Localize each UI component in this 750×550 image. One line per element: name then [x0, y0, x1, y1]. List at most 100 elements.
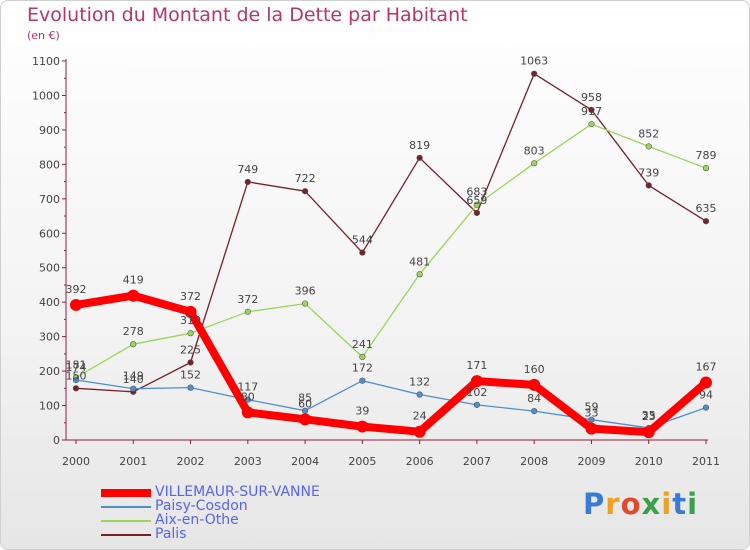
data-point-palis: [702, 218, 710, 225]
data-label-aix-en-othe: 683: [466, 186, 487, 199]
axes: 0 100 200 300 400 500 600 700 800 900 1000 1100 2000…: [32, 55, 720, 468]
legend-swatch-aix-en-othe: [101, 520, 151, 522]
x-tick-label: 2001: [119, 455, 147, 468]
y-tick-label: 600: [39, 227, 60, 240]
data-label-paisy-cosdon: 85: [298, 392, 312, 405]
data-point-palis: [72, 385, 80, 392]
data-label-villemaur-sur-vanne: 33: [584, 407, 598, 420]
data-point-paisy-cosdon: [416, 391, 423, 398]
data-label-paisy-cosdon: 59: [584, 401, 598, 414]
data-label-paisy-cosdon: 35: [642, 409, 656, 422]
x-tick-label: 2010: [635, 455, 663, 468]
series-line-villemaur-sur-vanne: [72, 291, 710, 437]
data-label-aix-en-othe: 310: [180, 314, 201, 327]
x-tick-label: 2004: [291, 455, 319, 468]
chart-title: Evolution du Montant de la Dette par Hab…: [27, 4, 468, 26]
data-label-palis: 1063: [520, 55, 548, 68]
data-point-aix-en-othe: [187, 330, 194, 337]
data-label-aix-en-othe: 241: [352, 338, 373, 351]
data-label-aix-en-othe: 803: [524, 144, 545, 157]
data-point-paisy-cosdon: [130, 385, 137, 392]
data-point-paisy-cosdon: [72, 376, 80, 384]
data-point-palis: [187, 359, 194, 366]
y-tick-label: 400: [39, 296, 60, 309]
data-label-aix-en-othe: 396: [295, 285, 316, 298]
data-label-paisy-cosdon: 152: [180, 369, 201, 382]
data-label-paisy-cosdon: 174: [66, 361, 87, 374]
y-tick-label: 200: [39, 365, 60, 378]
data-label-palis: 749: [237, 163, 258, 176]
data-label-aix-en-othe: 372: [237, 293, 258, 306]
data-label-palis: 722: [295, 172, 316, 185]
data-label-palis: 635: [696, 202, 717, 215]
data-label-villemaur-sur-vanne: 60: [298, 397, 312, 410]
x-tick-label: 2003: [234, 455, 262, 468]
data-label-villemaur-sur-vanne: 419: [123, 274, 144, 287]
data-point-paisy-cosdon: [588, 416, 595, 423]
x-tick-label: 2011: [692, 455, 720, 468]
data-point-aix-en-othe: [645, 143, 652, 150]
series-layer: [70, 70, 712, 439]
proxiti-logo: Proxiti: [583, 487, 699, 521]
data-point-aix-en-othe: [301, 300, 309, 307]
data-label-palis: 958: [581, 91, 602, 104]
data-label-aix-en-othe: 481: [409, 255, 430, 268]
y-tick-label: 1000: [32, 89, 60, 102]
data-labels: 150 140 225 749 722 544 819 659 1063 958 739 635 181…: [66, 55, 717, 423]
data-label-paisy-cosdon: 94: [699, 389, 713, 402]
x-tick-label: 2002: [177, 455, 205, 468]
data-label-paisy-cosdon: 172: [352, 362, 373, 375]
y-tick-label: 0: [53, 434, 60, 447]
legend-swatch-palis: [101, 534, 151, 536]
data-label-villemaur-sur-vanne: 372: [180, 290, 201, 303]
data-label-villemaur-sur-vanne: 23: [642, 410, 656, 423]
x-tick-label: 2008: [520, 455, 548, 468]
data-label-palis: 140: [123, 373, 144, 386]
data-point-palis: [416, 154, 423, 161]
data-point-aix-en-othe: [702, 165, 710, 172]
data-label-paisy-cosdon: 84: [527, 392, 541, 405]
data-point-villemaur-sur-vanne: [299, 413, 312, 426]
y-tick-label: 300: [39, 331, 60, 344]
data-point-paisy-cosdon: [702, 404, 710, 411]
data-point-palis: [359, 249, 366, 256]
data-point-villemaur-sur-vanne: [356, 420, 369, 433]
data-point-aix-en-othe: [473, 201, 481, 208]
data-point-aix-en-othe: [244, 308, 251, 315]
data-label-villemaur-sur-vanne: 392: [66, 283, 87, 296]
y-tick-label: 800: [39, 158, 60, 171]
data-label-villemaur-sur-vanne: 171: [466, 359, 487, 372]
data-label-villemaur-sur-vanne: 167: [696, 360, 717, 373]
data-point-aix-en-othe: [359, 353, 366, 361]
data-label-palis: 150: [66, 369, 87, 382]
data-label-paisy-cosdon: 117: [237, 381, 258, 394]
data-point-villemaur-sur-vanne: [413, 425, 426, 438]
x-tick-label: 2006: [406, 455, 434, 468]
data-label-paisy-cosdon: 149: [123, 370, 144, 383]
legend-label-villemaur-sur-vanne: VILLEMAUR-SUR-VANNE: [155, 484, 320, 500]
data-label-palis: 544: [352, 234, 373, 247]
data-label-aix-en-othe: 278: [123, 325, 144, 338]
data-point-paisy-cosdon: [359, 377, 366, 384]
data-label-aix-en-othe: 917: [581, 105, 602, 118]
data-point-villemaur-sur-vanne: [241, 406, 254, 419]
legend-swatch-paisy-cosdon: [101, 506, 151, 508]
data-point-paisy-cosdon: [187, 384, 194, 391]
y-tick-label: 500: [39, 262, 60, 275]
data-point-villemaur-sur-vanne: [528, 378, 541, 391]
y-tick-label: 700: [39, 193, 60, 206]
x-tick-label: 2009: [577, 455, 605, 468]
data-label-palis: 659: [466, 194, 487, 207]
data-point-palis: [473, 209, 481, 217]
legend-label-paisy-cosdon: Paisy-Cosdon: [155, 498, 248, 514]
data-point-villemaur-sur-vanne: [70, 298, 82, 311]
data-point-palis: [531, 70, 538, 77]
data-label-aix-en-othe: 181: [66, 359, 87, 372]
data-point-palis: [244, 178, 251, 186]
data-label-villemaur-sur-vanne: 24: [413, 410, 427, 423]
data-point-villemaur-sur-vanne: [127, 289, 140, 302]
legend-label-palis: Palis: [155, 526, 187, 542]
data-label-aix-en-othe: 852: [638, 127, 659, 140]
